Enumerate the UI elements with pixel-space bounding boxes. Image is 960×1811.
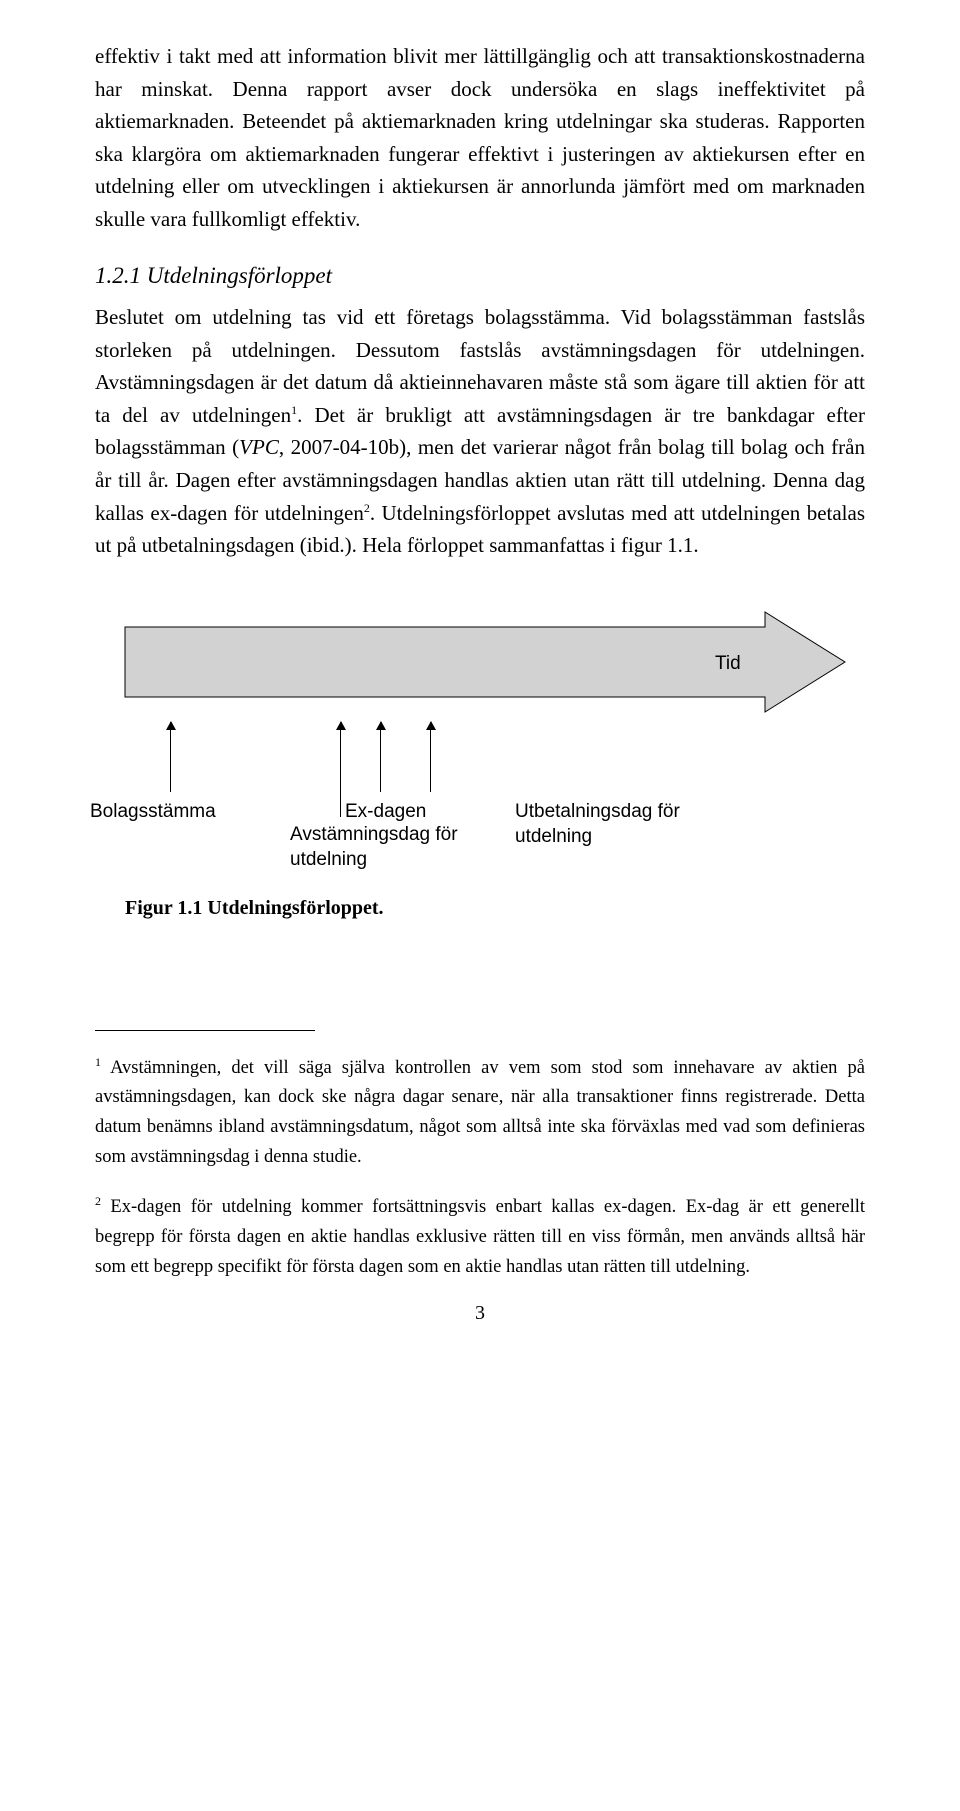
page-number: 3 bbox=[95, 1302, 865, 1325]
timeline-marker-label: Utbetalningsdag för utdelning bbox=[515, 799, 715, 850]
body-text-vpc: VPC bbox=[239, 435, 279, 459]
footnote-1: 1 Avstämningen, det vill säga själva kon… bbox=[95, 1053, 865, 1173]
timeline-marker-arrow bbox=[380, 722, 381, 792]
section-heading-1-2-1: 1.2.1 Utdelningsförloppet bbox=[95, 263, 865, 289]
footnote-2-text: Ex-dagen för utdelning kommer fortsättni… bbox=[95, 1197, 865, 1276]
figure-1-1: Tid BolagsstämmaAvstämningsdag för utdel… bbox=[95, 607, 865, 920]
timeline-marker-arrow bbox=[430, 722, 431, 792]
timeline-tid-label: Tid bbox=[715, 653, 741, 674]
body-paragraph: Beslutet om utdelning tas vid ett företa… bbox=[95, 301, 865, 561]
footnote-1-text: Avstämningen, det vill säga själva kontr… bbox=[95, 1058, 865, 1167]
footnote-2: 2 Ex-dagen för utdelning kommer fortsätt… bbox=[95, 1192, 865, 1282]
figure-caption: Figur 1.1 Utdelningsförloppet. bbox=[125, 897, 865, 920]
intro-paragraph: effektiv i takt med att information bliv… bbox=[95, 40, 865, 235]
timeline-marker-label: Bolagsstämma bbox=[90, 799, 290, 825]
timeline-marker-arrow bbox=[170, 722, 171, 792]
timeline-marker-arrow bbox=[340, 722, 341, 817]
timeline-labels: BolagsstämmaAvstämningsdag för utdelning… bbox=[95, 717, 865, 887]
timeline-arrow-svg: Tid bbox=[95, 607, 855, 717]
timeline-marker-label: Avstämningsdag för utdelning bbox=[290, 822, 490, 873]
footnote-divider bbox=[95, 1030, 315, 1031]
